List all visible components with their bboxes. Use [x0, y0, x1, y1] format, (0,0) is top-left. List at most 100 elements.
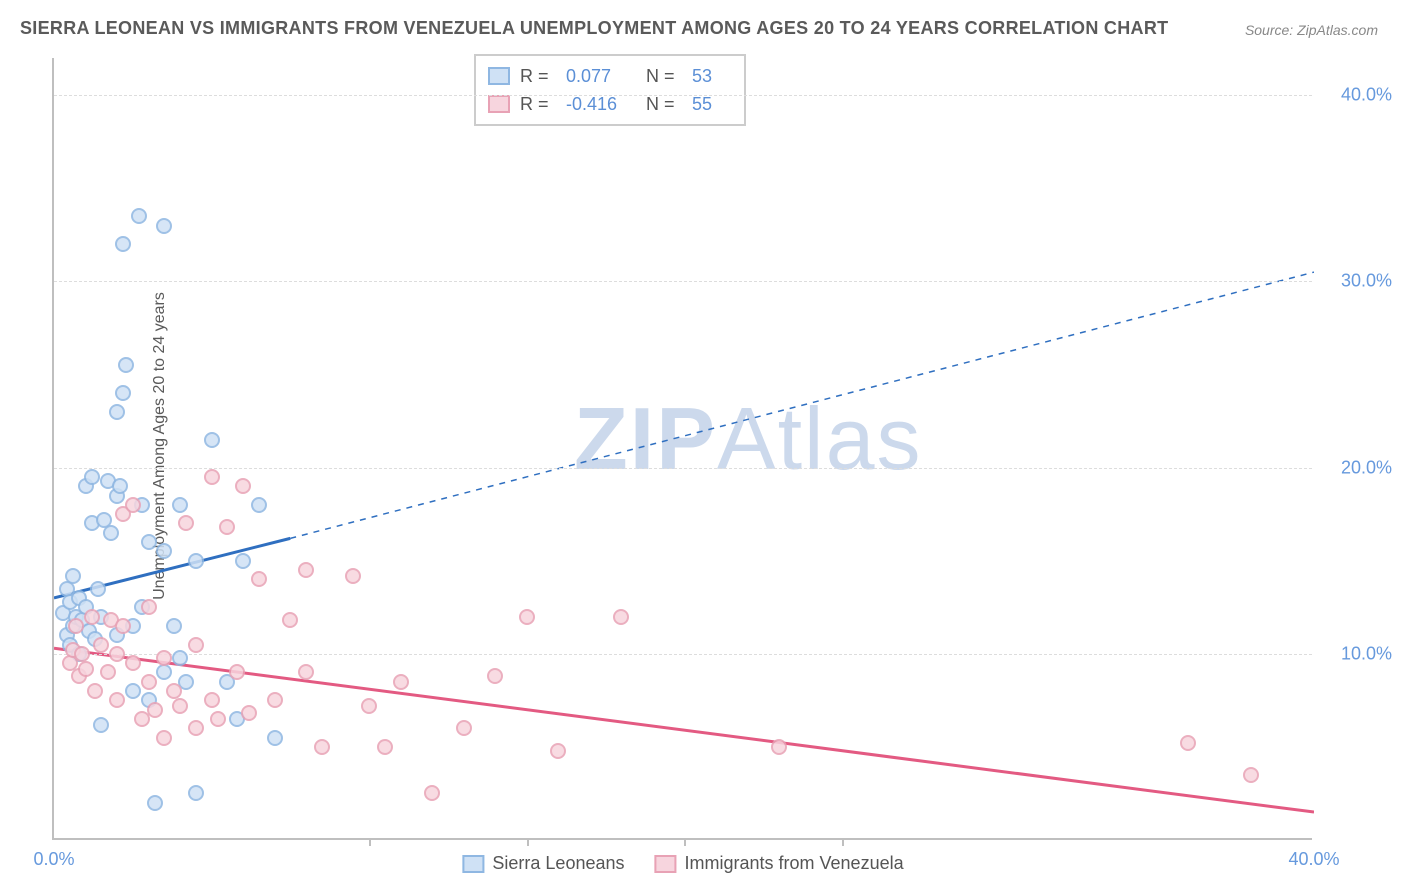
data-point: [112, 478, 128, 494]
x-tick-mark: [527, 838, 529, 846]
legend-item: Sierra Leoneans: [462, 853, 624, 874]
legend-series-label: Immigrants from Venezuela: [685, 853, 904, 873]
data-point: [156, 730, 172, 746]
data-point: [282, 612, 298, 628]
data-point: [109, 404, 125, 420]
data-point: [235, 553, 251, 569]
data-point: [251, 571, 267, 587]
x-tick-label: 40.0%: [1288, 849, 1339, 870]
gridline: [54, 281, 1312, 282]
legend-n-value: 55: [692, 90, 732, 118]
data-point: [487, 668, 503, 684]
data-point: [235, 478, 251, 494]
data-point: [93, 637, 109, 653]
data-point: [345, 568, 361, 584]
data-point: [109, 646, 125, 662]
y-tick-label: 20.0%: [1341, 457, 1392, 478]
data-point: [172, 698, 188, 714]
watermark-bold: ZIP: [574, 389, 717, 488]
legend-n-value: 53: [692, 62, 732, 90]
legend-row: R =0.077N =53: [488, 62, 732, 90]
data-point: [125, 683, 141, 699]
legend-item: Immigrants from Venezuela: [655, 853, 904, 874]
data-point: [93, 717, 109, 733]
data-point: [188, 637, 204, 653]
legend-r-value: 0.077: [566, 62, 636, 90]
data-point: [78, 661, 94, 677]
data-point: [74, 646, 90, 662]
legend-swatch-icon: [462, 855, 484, 873]
data-point: [1243, 767, 1259, 783]
data-point: [361, 698, 377, 714]
watermark-light: Atlas: [717, 389, 923, 488]
data-point: [229, 664, 245, 680]
data-point: [613, 609, 629, 625]
data-point: [251, 497, 267, 513]
data-point: [125, 655, 141, 671]
data-point: [84, 609, 100, 625]
data-point: [141, 599, 157, 615]
data-point: [115, 618, 131, 634]
y-tick-label: 40.0%: [1341, 85, 1392, 106]
data-point: [156, 650, 172, 666]
gridline: [54, 468, 1312, 469]
data-point: [115, 385, 131, 401]
x-tick-label: 0.0%: [33, 849, 74, 870]
data-point: [204, 692, 220, 708]
data-point: [147, 795, 163, 811]
data-point: [219, 519, 235, 535]
x-tick-mark: [369, 838, 371, 846]
correlation-legend: R =0.077N =53R =-0.416N =55: [474, 54, 746, 126]
watermark-text: ZIPAtlas: [574, 388, 923, 490]
data-point: [267, 730, 283, 746]
data-point: [314, 739, 330, 755]
gridline: [54, 654, 1312, 655]
data-point: [204, 432, 220, 448]
data-point: [84, 469, 100, 485]
data-point: [204, 469, 220, 485]
data-point: [241, 705, 257, 721]
data-point: [115, 236, 131, 252]
data-point: [141, 534, 157, 550]
x-tick-mark: [842, 838, 844, 846]
data-point: [125, 497, 141, 513]
data-point: [377, 739, 393, 755]
data-point: [188, 720, 204, 736]
data-point: [118, 357, 134, 373]
chart-title: SIERRA LEONEAN VS IMMIGRANTS FROM VENEZU…: [20, 18, 1168, 39]
legend-series-label: Sierra Leoneans: [492, 853, 624, 873]
legend-n-label: N =: [646, 90, 682, 118]
data-point: [172, 497, 188, 513]
data-point: [100, 664, 116, 680]
legend-swatch-icon: [488, 95, 510, 113]
data-point: [298, 562, 314, 578]
data-point: [90, 581, 106, 597]
data-point: [210, 711, 226, 727]
data-point: [147, 702, 163, 718]
scatter-plot-area: ZIPAtlas R =0.077N =53R =-0.416N =55 Sie…: [52, 58, 1312, 840]
data-point: [172, 650, 188, 666]
data-point: [131, 208, 147, 224]
series-legend: Sierra Leoneans Immigrants from Venezuela: [462, 853, 903, 874]
data-point: [109, 692, 125, 708]
legend-r-value: -0.416: [566, 90, 636, 118]
y-tick-label: 10.0%: [1341, 643, 1392, 664]
data-point: [65, 568, 81, 584]
data-point: [188, 785, 204, 801]
data-point: [298, 664, 314, 680]
data-point: [178, 515, 194, 531]
source-attribution: Source: ZipAtlas.com: [1245, 22, 1378, 38]
data-point: [267, 692, 283, 708]
data-point: [456, 720, 472, 736]
x-tick-mark: [684, 838, 686, 846]
data-point: [550, 743, 566, 759]
legend-swatch-icon: [488, 67, 510, 85]
legend-r-label: R =: [520, 62, 556, 90]
data-point: [1180, 735, 1196, 751]
data-point: [156, 664, 172, 680]
data-point: [68, 618, 84, 634]
y-tick-label: 30.0%: [1341, 271, 1392, 292]
data-point: [141, 674, 157, 690]
legend-r-label: R =: [520, 90, 556, 118]
legend-swatch-icon: [655, 855, 677, 873]
